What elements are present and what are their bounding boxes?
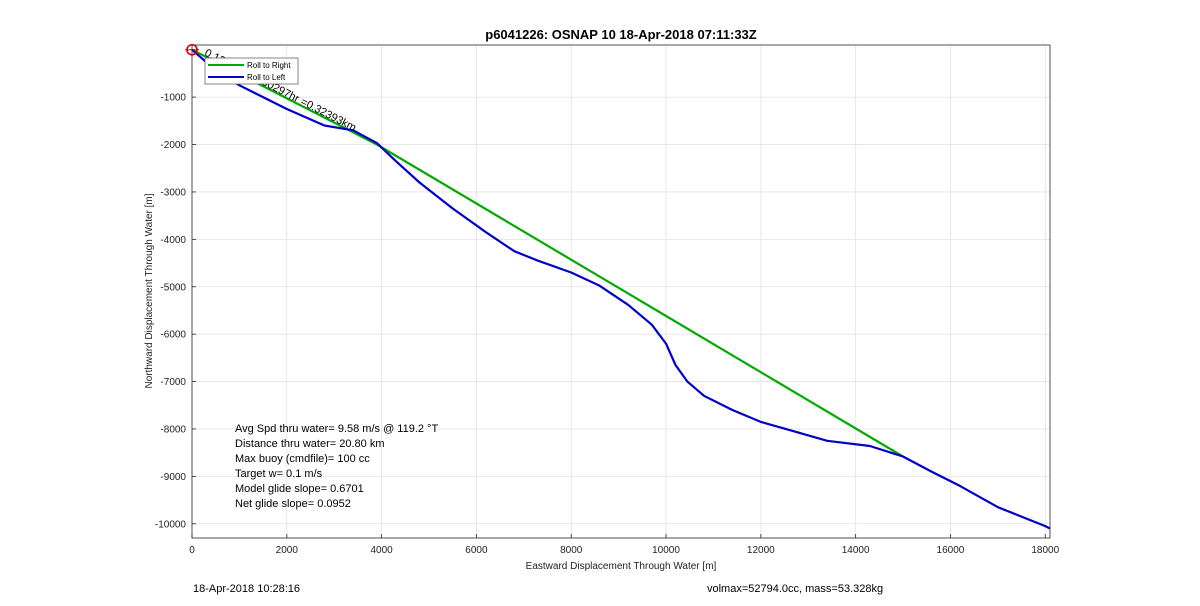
series-line-roll-to-left bbox=[191, 48, 1051, 530]
x-tick-label: 14000 bbox=[842, 545, 870, 556]
y-tick-label: -2000 bbox=[160, 140, 186, 151]
x-tick-label: 8000 bbox=[560, 545, 583, 556]
y-tick-label: -10000 bbox=[155, 519, 187, 530]
x-tick-label: 6000 bbox=[465, 545, 488, 556]
axes-box bbox=[191, 44, 1051, 539]
x-tick-label: 0 bbox=[189, 545, 195, 556]
x-tick-label: 18000 bbox=[1031, 545, 1059, 556]
y-tick-label: -6000 bbox=[160, 330, 186, 341]
stat-model-glide-slope: Model glide slope= 0.6701 bbox=[235, 483, 364, 495]
y-tick-label: -5000 bbox=[160, 282, 186, 293]
stat-net-glide-slope: Net glide slope= 0.0952 bbox=[235, 498, 351, 510]
x-tick-label: 16000 bbox=[937, 545, 965, 556]
x-tick-label: 10000 bbox=[652, 545, 680, 556]
stat-avg-speed: Avg Spd thru water= 9.58 m/s @ 119.2 °T bbox=[235, 423, 438, 435]
y-tick-label: -8000 bbox=[160, 424, 186, 435]
stat-target-w: Target w= 0.1 m/s bbox=[235, 468, 323, 480]
legend-box bbox=[204, 57, 299, 85]
footer-mass-info: volmax=52794.0cc, mass=53.328kg bbox=[707, 583, 884, 595]
stat-distance: Distance thru water= 20.80 km bbox=[235, 438, 385, 450]
y-tick-label: -1000 bbox=[160, 93, 186, 104]
stats-block: Avg Spd thru water= 9.58 m/s @ 119.2 °T … bbox=[235, 423, 438, 510]
legend-entry-roll-left: Roll to Left bbox=[247, 73, 286, 82]
x-axis-label: Eastward Displacement Through Water [m] bbox=[526, 561, 717, 572]
legend: Roll to Right Roll to Left bbox=[204, 57, 299, 85]
y-axis-label: Northward Displacement Through Water [m] bbox=[144, 193, 155, 388]
tick-labels: 0 2000 4000 6000 8000 10000 12000 14000 16000 180… bbox=[155, 93, 1060, 556]
stat-max-buoy: Max buoy (cmdfile)= 100 cc bbox=[235, 453, 370, 465]
x-tick-label: 12000 bbox=[747, 545, 775, 556]
y-tick-label: -9000 bbox=[160, 472, 186, 483]
x-tick-label: 2000 bbox=[276, 545, 299, 556]
y-tick-label: -7000 bbox=[160, 377, 186, 388]
grid-lines bbox=[191, 45, 1050, 538]
legend-entry-roll-right: Roll to Right bbox=[247, 61, 291, 70]
y-tick-label: -4000 bbox=[160, 235, 186, 246]
x-tick-label: 4000 bbox=[370, 545, 393, 556]
y-tick-label: -3000 bbox=[160, 187, 186, 198]
footer-timestamp: 18-Apr-2018 10:28:16 bbox=[193, 583, 301, 595]
chart-title: p6041226: OSNAP 10 18-Apr-2018 07:11:33Z bbox=[485, 27, 757, 42]
